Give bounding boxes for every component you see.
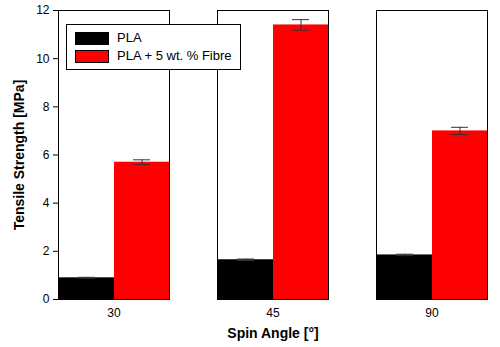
svg-text:6: 6 — [43, 148, 50, 162]
svg-text:45: 45 — [266, 306, 280, 320]
svg-text:2: 2 — [43, 244, 50, 258]
svg-text:Tensile Strength [MPa]: Tensile Strength [MPa] — [11, 80, 27, 231]
svg-text:Spin Angle [°]: Spin Angle [°] — [227, 325, 318, 341]
svg-text:4: 4 — [43, 196, 50, 210]
svg-text:30: 30 — [107, 306, 121, 320]
svg-text:0: 0 — [43, 292, 50, 306]
svg-text:10: 10 — [36, 52, 50, 66]
svg-text:8: 8 — [43, 100, 50, 114]
svg-text:90: 90 — [425, 306, 439, 320]
svg-text:12: 12 — [36, 3, 50, 17]
html-text:PLA: PLA — [117, 30, 142, 45]
html-text:PLA + 5 wt. % Fibre: PLA + 5 wt. % Fibre — [117, 48, 232, 63]
